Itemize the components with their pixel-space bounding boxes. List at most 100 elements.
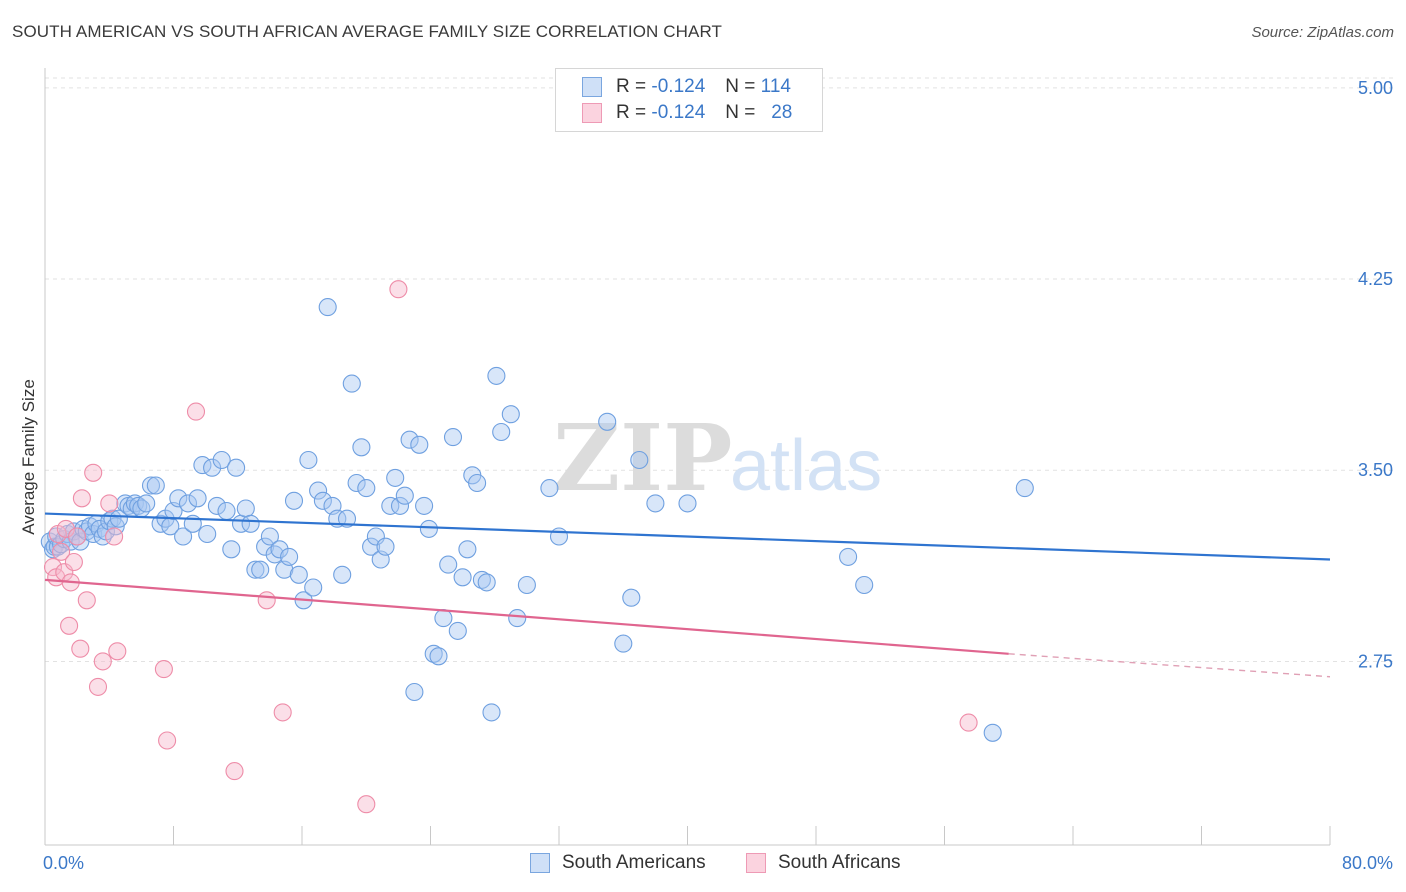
data-point [43, 558, 63, 577]
correlation-legend: R = -0.124 N = 114 R = -0.124 N = 28 [555, 68, 823, 132]
data-point [386, 468, 405, 487]
data-point [448, 621, 467, 640]
axes [44, 68, 1331, 846]
data-point [598, 412, 617, 431]
data-point [630, 450, 649, 470]
data-point [251, 560, 270, 579]
data-point [141, 476, 161, 495]
data-point [207, 496, 226, 515]
data-point [105, 527, 124, 546]
data-point [357, 795, 376, 814]
data-point [227, 458, 246, 477]
data-point [614, 634, 633, 653]
x-tick-label-min: 0.0% [43, 853, 84, 873]
data-point [415, 496, 434, 515]
data-point [477, 573, 496, 592]
y-tick-label: 5.00 [1358, 78, 1393, 98]
data-point [458, 540, 477, 559]
data-point [77, 591, 96, 610]
legend-swatch-blue [582, 77, 602, 97]
data-point [236, 499, 255, 518]
data-point [225, 762, 244, 781]
y-tick-label: 2.75 [1358, 651, 1393, 671]
data-point [154, 660, 173, 679]
source-label: Source: ZipAtlas.com [1251, 24, 1394, 41]
legend-n-value: 114 [760, 76, 791, 97]
legend-r-value: -0.124 [651, 102, 706, 123]
legend-item-south-africans[interactable]: South Africans [746, 852, 901, 874]
data-point [443, 428, 463, 447]
data-point [501, 405, 520, 424]
data-point [347, 473, 366, 493]
data-point [983, 723, 1002, 742]
data-point [256, 537, 275, 556]
data-point [64, 552, 83, 572]
data-point [357, 479, 376, 498]
legend-n-key: N = [725, 102, 756, 123]
data-point [169, 489, 188, 508]
data-point [270, 540, 289, 559]
data-point [241, 514, 260, 533]
data-point [453, 568, 472, 587]
y-axis-label: Average Family Size [19, 379, 38, 535]
legend-item-south-americans[interactable]: South Americans [530, 852, 706, 874]
data-point [52, 542, 71, 561]
legend-r-key: R = [616, 102, 647, 123]
legend-swatch-pink [746, 853, 766, 873]
data-point [487, 366, 506, 385]
tick-labels: 2.75 3.50 4.25 5.00 0.0% 80.0% [43, 78, 1393, 873]
legend-row-south-americans: R = -0.124 N = 114 [582, 75, 791, 99]
legend-n-key: N = [725, 76, 756, 97]
data-point [352, 438, 371, 457]
data-point [174, 527, 193, 546]
data-point [84, 463, 103, 482]
data-point [333, 565, 352, 584]
data-point [273, 703, 292, 722]
data-point [318, 298, 337, 317]
watermark-zip: ZIP [553, 404, 732, 512]
legend-row-south-africans: R = -0.124 N = 28 [582, 101, 792, 125]
data-point [839, 547, 858, 566]
data-point [434, 609, 453, 628]
data-point [257, 591, 276, 610]
legend-r-key: R = [616, 76, 647, 97]
trend-line [44, 578, 1009, 655]
legend-swatch-blue [530, 853, 550, 873]
data-point [265, 545, 284, 564]
data-point [389, 280, 408, 299]
y-tick-label: 3.50 [1358, 460, 1393, 480]
y-tick-label: 4.25 [1358, 269, 1393, 289]
data-point [405, 682, 424, 702]
data-point [540, 479, 559, 498]
data-point [284, 491, 304, 510]
data-point [424, 644, 443, 663]
series-legend: South Americans South Africans [0, 852, 1406, 878]
data-point [646, 494, 665, 513]
data-point [395, 486, 414, 505]
watermark: ZIP atlas [553, 404, 882, 512]
data-point [390, 496, 410, 515]
x-tick-label-max: 80.0% [1342, 853, 1393, 873]
data-point [158, 731, 177, 750]
data-point [88, 677, 108, 696]
data-point [678, 494, 697, 513]
data-point [108, 642, 127, 661]
series-south-americans [40, 298, 1034, 742]
trend-lines [44, 512, 1331, 678]
data-points [40, 280, 1034, 814]
data-point [299, 450, 318, 470]
data-point [400, 430, 419, 449]
data-point [342, 374, 361, 393]
data-point [71, 639, 90, 658]
data-point [508, 609, 527, 628]
data-point [959, 713, 978, 732]
trend-line-extension [1008, 653, 1331, 678]
legend-swatch-pink [582, 103, 602, 123]
legend-label: South Americans [562, 852, 706, 873]
watermark-atlas: atlas [730, 426, 882, 506]
data-point [549, 527, 569, 546]
data-point [410, 435, 429, 454]
legend-label: South Africans [778, 852, 901, 873]
data-point [289, 565, 308, 584]
data-point [203, 458, 222, 477]
